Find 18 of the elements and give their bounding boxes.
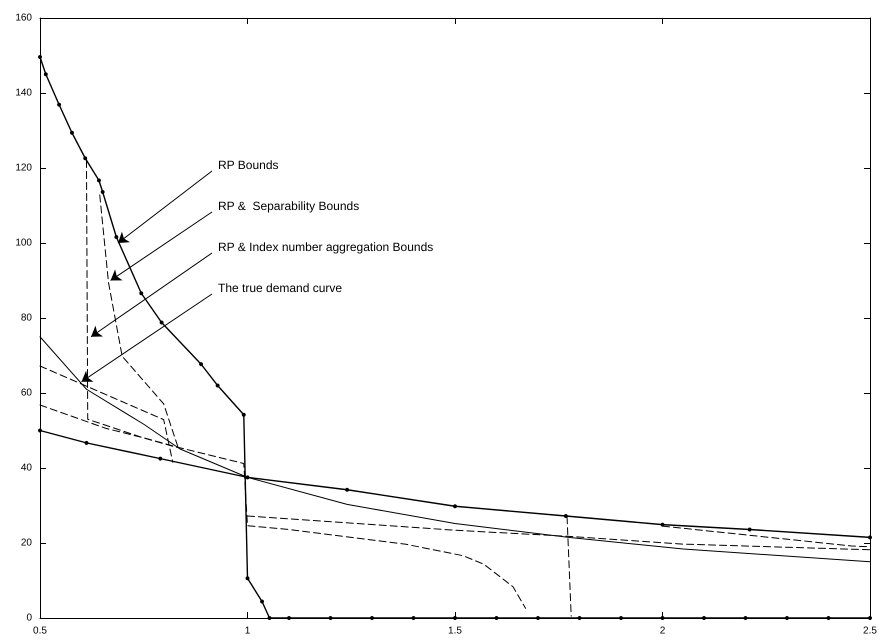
y-tick-label: 80: [20, 312, 32, 324]
x-tick-label: 0.5: [33, 626, 48, 636]
x-tick-label: 1.5: [448, 626, 462, 636]
annotation: RP & Separability Bounds: [218, 199, 360, 213]
y-tick-label: 40: [20, 462, 32, 474]
y-tick-label: 140: [15, 88, 32, 98]
y-tick-label: 120: [15, 162, 32, 174]
x-tick-label: 2.5: [863, 626, 878, 636]
x-tick-label: 2: [660, 626, 666, 636]
y-tick-label: 160: [15, 12, 32, 24]
y-tick-label: 100: [15, 238, 32, 248]
y-tick-label: 0: [26, 612, 32, 624]
annotation: RP Bounds: [218, 158, 278, 172]
y-tick-label: 20: [20, 538, 32, 548]
annotation: The true demand curve: [218, 281, 342, 295]
y-tick-label: 60: [20, 388, 32, 398]
x-tick-label: 1: [244, 626, 251, 636]
annotation: RP & Index number aggregation Bounds: [218, 240, 434, 254]
